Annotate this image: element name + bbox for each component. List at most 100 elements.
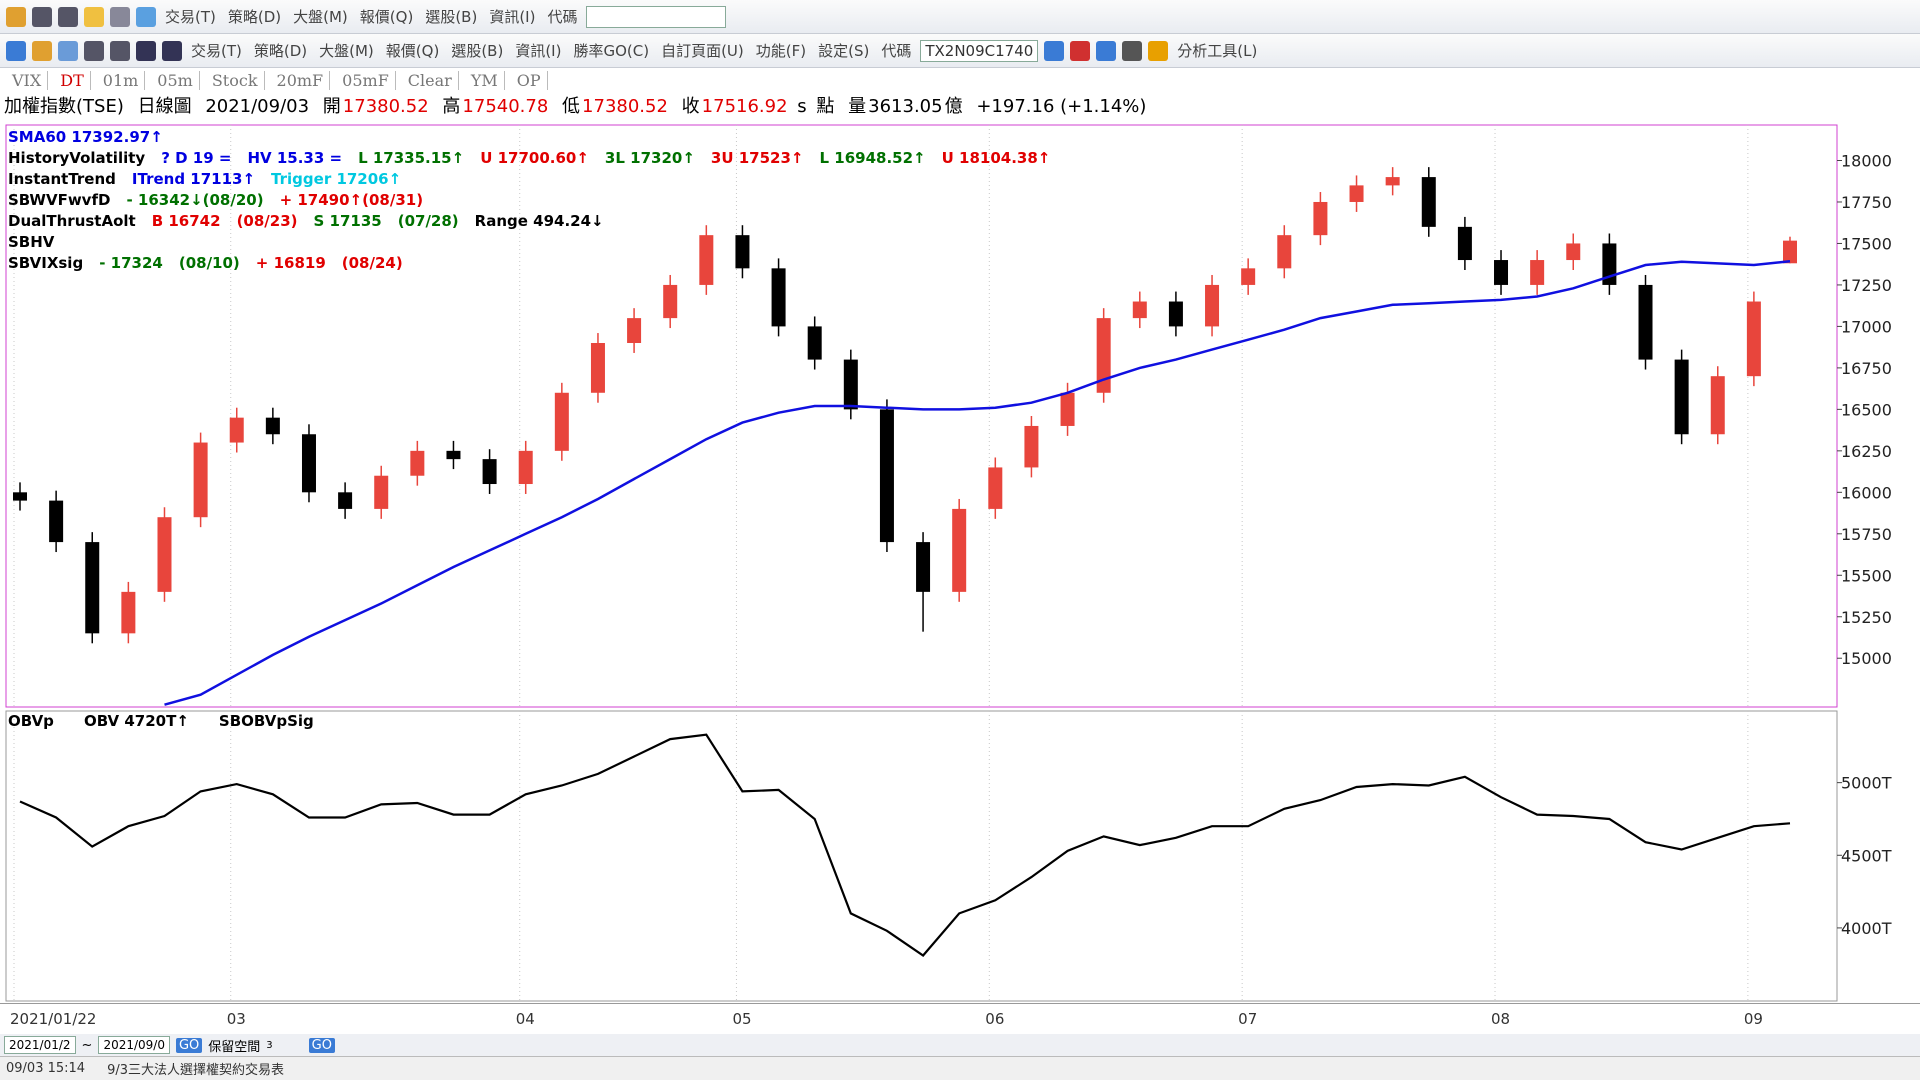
tool-icon[interactable] [136,40,156,61]
go-button[interactable]: GO [308,1037,335,1053]
menu-item[interactable]: 選股(B) [425,8,478,26]
tool-icon[interactable] [1122,40,1143,61]
indicator-text: B 16742 [151,212,221,230]
menu-item[interactable]: 功能(F) [755,42,807,60]
menu-item[interactable]: 資訊(I) [515,42,562,60]
forward-icon[interactable] [110,40,130,61]
candle-body [265,417,280,435]
menu-item[interactable]: 代碼 [881,42,912,60]
x-tick-label: 08 [1491,1010,1511,1028]
tab[interactable]: 20mF [271,70,331,90]
indicator-row: SMA60 17392.97↑ [8,128,179,146]
tool-icon[interactable] [1096,40,1117,61]
candle-body [1024,425,1039,468]
tab[interactable]: 01m [97,70,146,90]
tab[interactable]: 05m [151,70,200,90]
tab-bar: VIX DT 01m 05m Stock 20mF 05mF Clear YM OP [0,68,1920,92]
candle-body [1277,235,1292,269]
indicator-text: InstantTrend [8,170,116,188]
tool-icon[interactable] [1044,40,1065,61]
tab[interactable]: Clear [402,70,459,90]
plot-frame [5,124,1838,708]
tab[interactable]: Stock [206,70,265,90]
open-icon[interactable] [84,6,104,27]
toolbar: 交易(T) 策略(D) 大盤(M) 報價(Q) 選股(B) 資訊(I) 代碼 [0,0,1920,34]
candle-body [554,392,569,451]
candle-body [121,591,136,634]
forward-icon[interactable] [58,6,78,27]
candle-body [1168,301,1183,327]
symbol: 加權指數(TSE) [4,96,124,117]
menu-item[interactable]: 大盤(M) [319,42,374,60]
print-icon[interactable] [110,6,130,27]
home-icon[interactable] [6,6,26,27]
indicator-row: InstantTrend ITrend 17113↑ Trigger 17206↑ [8,170,417,188]
resize-icon[interactable] [136,6,156,27]
candle-body [338,492,353,509]
menu-item[interactable]: 報價(Q) [385,42,440,60]
y-tick-label: 17250 [1841,276,1892,295]
indicator-row: SBHV [8,233,70,251]
menu-item[interactable]: 勝率GO(C) [573,42,650,60]
list-icon[interactable] [58,40,78,61]
indicator-row: HistoryVolatility ? D 19 = HV 15.33 = L 173… [8,149,1066,167]
code-field[interactable] [586,5,727,28]
indicator-text: S 17135 [313,212,382,230]
candle-body [843,359,858,410]
candle-body [807,326,822,360]
menu-item[interactable]: 交易(T) [165,8,216,26]
menu-item[interactable]: 報價(Q) [359,8,414,26]
period: 日線圖 [137,96,192,117]
date-from[interactable]: 2021/01/2 [4,1036,76,1054]
menu-item[interactable]: 代碼 [547,8,578,26]
menu-item[interactable]: 資訊(I) [489,8,536,26]
tab[interactable]: YM [465,70,505,90]
reserve-value[interactable]: 3 [266,1039,273,1051]
y-tick-label: 17000 [1841,317,1892,336]
tool-icon[interactable] [162,40,182,61]
menu-item[interactable]: 自訂頁面(U) [661,42,744,60]
date-axis: 2021/01/22 03 04 05 06 07 08 09 [0,1003,1920,1034]
tool-icon[interactable] [1070,40,1091,61]
menu-item[interactable]: 設定(S) [818,42,870,60]
menu-item[interactable]: 大盤(M) [293,8,348,26]
tool-icon[interactable] [1148,40,1169,61]
indicator-text: SMA60 17392.97↑ [8,128,163,146]
go-button[interactable]: GO [175,1037,203,1053]
candle-body [1205,284,1220,327]
candle-body [518,450,533,485]
candle-body [1313,201,1328,236]
tab[interactable]: OP [511,70,548,90]
y-tick-label: 16750 [1841,359,1892,378]
home-icon[interactable] [32,40,52,61]
label: 點 [816,96,835,117]
tab[interactable]: 05mF [336,70,396,90]
menu-item[interactable]: 交易(T) [191,42,242,60]
indicator-text: DualThrustAolt [8,212,136,230]
indicator-text: (08/23) [236,212,298,230]
back-icon[interactable] [84,40,104,61]
x-tick-label: 05 [732,1010,752,1028]
status-bar: 09/03 15:14 9/3三大法人選擇權契約交易表 [0,1056,1920,1080]
indicator-text: L 16948.52↑ [819,149,926,167]
y-tick-label: 17750 [1841,193,1892,212]
x-tick-label: 06 [985,1010,1005,1028]
candle-body [1710,376,1725,435]
menu-item[interactable]: 策略(D) [227,8,282,26]
quote-header: 加權指數(TSE) 日線圖 2021/09/03 開 17380.52 高 1754… [4,92,1154,118]
indicator-row: DualThrustAolt B 16742 (08/23) S 17135 (07/2… [8,212,620,230]
tab[interactable]: VIX [6,70,49,90]
menu-item[interactable]: 選股(B) [451,42,504,60]
label: 量 [848,96,867,117]
date-to[interactable]: 2021/09/0 [98,1036,170,1054]
back-icon[interactable] [32,6,52,27]
series-line [164,259,1791,706]
indicator-text: U 18104.38↑ [941,149,1051,167]
grid-icon[interactable] [6,40,26,61]
menu-item[interactable]: 分析工具(L) [1177,42,1258,60]
code-field[interactable]: TX2N09C1740 [920,39,1039,62]
obv-legend: OBVp OBV 4720T↑ SBOBVpSig [8,712,344,730]
tab[interactable]: DT [54,70,91,90]
menu-item[interactable]: 策略(D) [253,42,308,60]
candle-body [663,284,678,319]
